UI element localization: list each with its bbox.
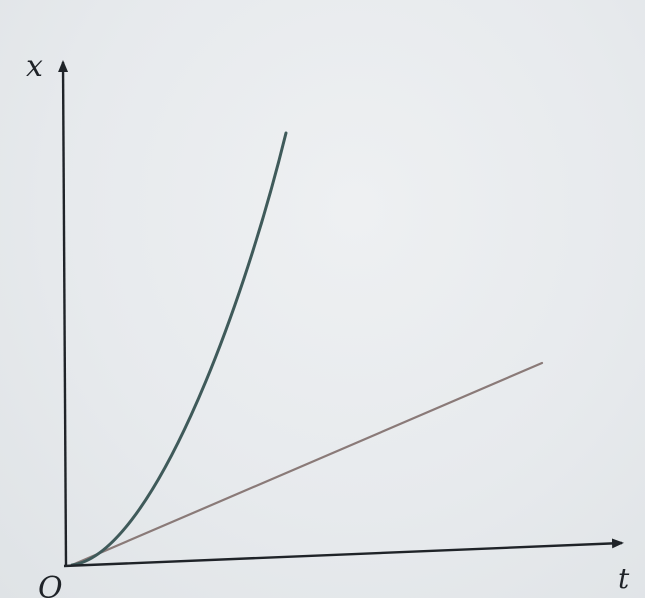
x-axis-label: t: [618, 562, 630, 595]
linear-graph-line: [70, 361, 544, 567]
origin-label: O: [38, 571, 63, 598]
y-axis-label: x: [26, 49, 43, 84]
parabola-graph-curve: [70, 131, 288, 567]
x-axis: [63, 538, 624, 568]
y-axis: [58, 60, 69, 567]
